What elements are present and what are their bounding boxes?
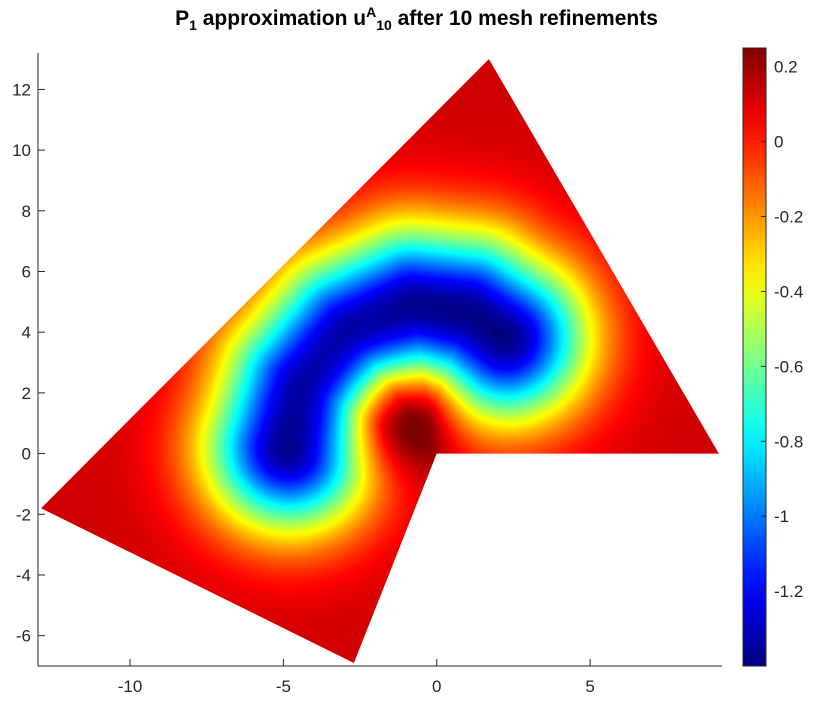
y-tick-label: 4 — [22, 323, 31, 342]
x-tick-label: 5 — [585, 677, 594, 696]
y-tick-label: -2 — [16, 505, 31, 524]
colorbar-tick-label: 0.2 — [774, 58, 798, 77]
y-tick-label: 8 — [22, 202, 31, 221]
chart-title: P1 approximation uA10 after 10 mesh refi… — [0, 4, 833, 33]
y-tick-label: -4 — [16, 566, 31, 585]
title-superscript: A — [366, 4, 377, 20]
colorbar-tick-label: 0 — [774, 133, 783, 152]
x-tick-label: -5 — [276, 677, 291, 696]
title-suffix: after 10 mesh refinements — [391, 7, 658, 30]
y-tick-label: 12 — [12, 80, 31, 99]
colorbar-tick-label: -0.6 — [774, 357, 803, 376]
axes: -10 -5 0 5 -6 -4 -2 0 2 4 6 8 10 12 — [12, 53, 722, 696]
y-tick-label: 10 — [12, 141, 31, 160]
y-tick-label: -6 — [16, 627, 31, 646]
title-prefix: P — [175, 7, 190, 30]
colorbar-tick-label: -0.4 — [774, 282, 803, 301]
colorbar-tick-label: -1 — [774, 507, 789, 526]
x-tick-label: -10 — [118, 677, 143, 696]
x-tick-label: 0 — [432, 677, 441, 696]
title-prefix-subscript: 1 — [189, 17, 197, 34]
title-middle: approximation u — [196, 7, 367, 30]
y-tick-label: 0 — [22, 445, 31, 464]
colorbar-tick-label: -0.2 — [774, 208, 803, 227]
y-tick-label: 2 — [22, 384, 31, 403]
title-subscript: 10 — [376, 17, 392, 34]
solution-field-image — [41, 59, 719, 664]
colorbar-tick-label: -1.2 — [774, 582, 803, 601]
solution-field — [41, 59, 719, 664]
colorbar-bar — [742, 47, 767, 667]
colorbar: 0.2 0 -0.2 -0.4 -0.6 -0.8 -1 -1.2 — [742, 47, 803, 667]
colorbar-tick-label: -0.8 — [774, 432, 803, 451]
y-tick-label: 6 — [22, 262, 31, 281]
